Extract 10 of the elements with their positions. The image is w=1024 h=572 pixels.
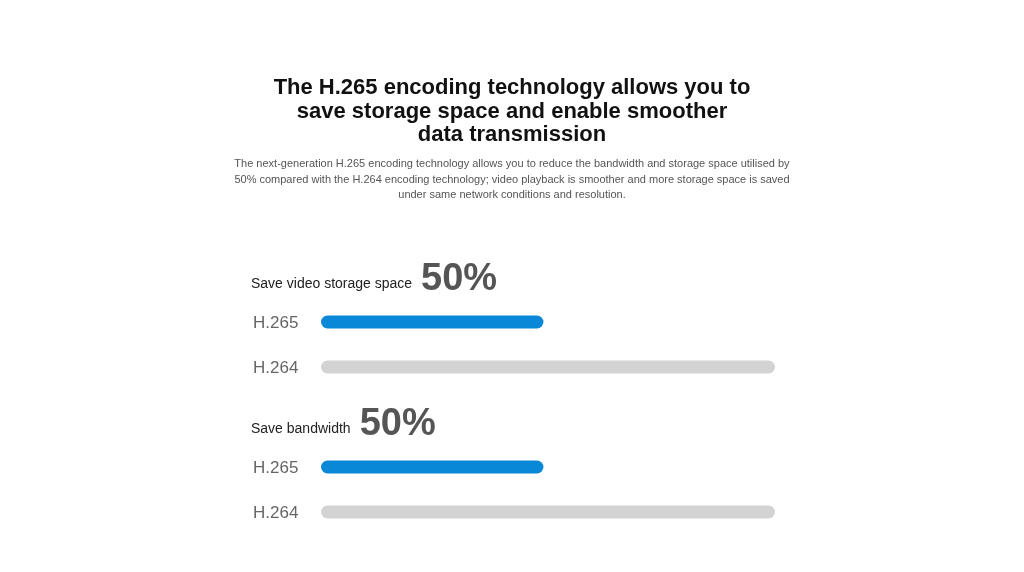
text: 50% bbox=[421, 256, 498, 298]
text: The H.265 encoding technology allows you to save storage space and enable smoother data transmission bbox=[273, 74, 751, 146]
text: The next-generation H.265 encoding technology allows you to reduce the bandwidth and storage space utilised by 50% compared with the H.264 encoding technology; video playback is smoother and more storage space is saved under same network conditions and resolution. bbox=[234, 157, 791, 200]
y-tick-label: H.265 bbox=[253, 458, 299, 477]
y-tick-label: H.264 bbox=[253, 503, 299, 522]
chart-title: Save bandwidth bbox=[251, 420, 351, 436]
chart-title: Save video storage space bbox=[251, 275, 413, 291]
text: 50% bbox=[359, 401, 436, 443]
y-tick-label: H.264 bbox=[253, 358, 299, 377]
y-tick-label: H.265 bbox=[253, 313, 299, 332]
